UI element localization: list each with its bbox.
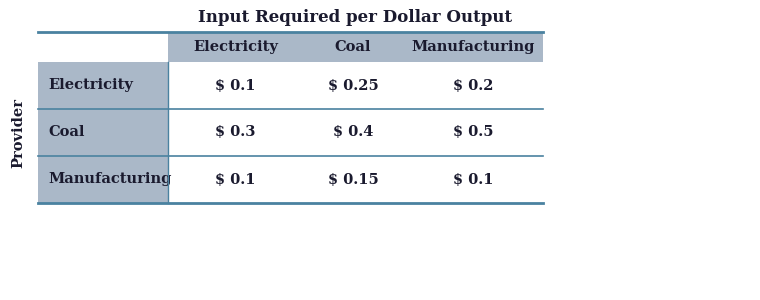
Bar (168, 109, 543, 156)
Text: Electricity: Electricity (193, 40, 278, 54)
Text: $ 0.2: $ 0.2 (453, 79, 493, 92)
Text: Coal: Coal (334, 40, 371, 54)
Bar (38, 109, 168, 156)
Text: $ 0.1: $ 0.1 (215, 172, 256, 187)
Text: Coal: Coal (48, 125, 84, 140)
Text: $ 0.25: $ 0.25 (328, 79, 378, 92)
Text: $ 0.15: $ 0.15 (328, 172, 378, 187)
Text: $ 0.1: $ 0.1 (215, 79, 256, 92)
Text: Manufacturing: Manufacturing (48, 172, 171, 187)
Text: Electricity: Electricity (48, 79, 133, 92)
Text: $ 0.3: $ 0.3 (215, 125, 255, 140)
Bar (168, 32, 543, 62)
Text: Input Required per Dollar Output: Input Required per Dollar Output (198, 8, 512, 26)
Bar (38, 156, 168, 203)
Bar (168, 62, 543, 109)
Text: $ 0.4: $ 0.4 (333, 125, 373, 140)
Bar (168, 156, 543, 203)
Bar (38, 62, 168, 109)
Text: $ 0.1: $ 0.1 (453, 172, 493, 187)
Text: Manufacturing: Manufacturing (411, 40, 535, 54)
Text: $ 0.5: $ 0.5 (453, 125, 493, 140)
Text: Provider: Provider (11, 98, 25, 167)
